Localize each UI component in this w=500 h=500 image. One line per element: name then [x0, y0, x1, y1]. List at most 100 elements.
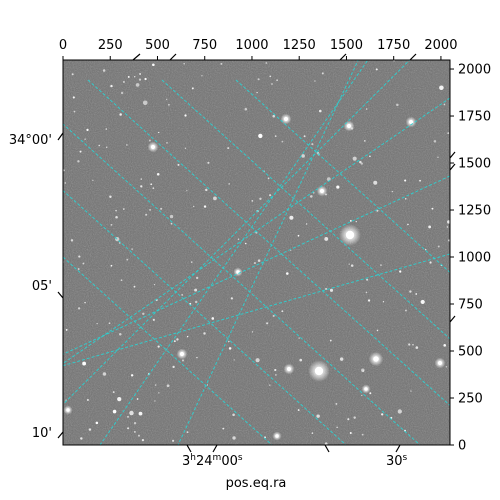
x-axis-title: pos.eq.ra: [226, 476, 287, 491]
star: [134, 431, 136, 433]
star: [297, 234, 300, 237]
star: [203, 332, 206, 335]
bright-star: [314, 366, 324, 376]
star: [281, 310, 284, 313]
star: [158, 131, 160, 134]
bright-star: [346, 123, 352, 129]
star: [130, 374, 134, 377]
sky-image: [63, 60, 450, 445]
star: [391, 191, 394, 193]
top-axis-tick-label: 2000: [424, 38, 457, 53]
star: [71, 73, 74, 76]
bright-star: [283, 116, 289, 122]
star: [184, 147, 187, 149]
star: [78, 255, 81, 258]
world-coordinate-tick: [212, 444, 218, 453]
right-axis-tick-label: 1500: [458, 157, 491, 172]
grid-line: [87, 79, 450, 407]
star: [311, 432, 314, 434]
star: [446, 226, 449, 228]
star: [437, 245, 440, 248]
star: [73, 110, 76, 113]
star-field: [63, 60, 450, 445]
star: [149, 208, 151, 211]
star: [119, 333, 122, 336]
star: [117, 397, 122, 402]
star: [275, 374, 277, 376]
star: [227, 147, 230, 150]
star: [140, 185, 143, 188]
star: [186, 190, 188, 192]
bright-star: [345, 230, 355, 240]
star: [267, 177, 270, 180]
grid-line: [99, 60, 369, 445]
grid-line: [63, 175, 450, 355]
star: [251, 331, 254, 333]
star: [447, 220, 450, 224]
star: [80, 437, 83, 440]
star: [88, 428, 92, 431]
star: [335, 402, 338, 405]
star: [228, 347, 232, 350]
star: [206, 384, 209, 386]
star: [154, 384, 157, 386]
star: [365, 291, 368, 294]
star: [123, 208, 125, 210]
top-axis-tick-label: 1500: [330, 38, 363, 53]
top-axis-tick-label: 1250: [283, 38, 316, 53]
star: [120, 279, 123, 282]
star: [211, 317, 215, 320]
star: [109, 195, 112, 199]
star: [201, 75, 203, 77]
star: [166, 142, 168, 144]
bright-star: [179, 351, 185, 357]
star: [228, 340, 230, 343]
star: [120, 91, 124, 95]
star: [298, 337, 300, 339]
star: [126, 144, 128, 146]
star: [313, 192, 315, 194]
dec-tick-label-3: 10': [32, 426, 52, 441]
world-coordinate-tick: [132, 53, 141, 61]
star: [150, 183, 153, 186]
star: [98, 144, 100, 147]
bright-star: [373, 356, 379, 362]
star: [373, 180, 378, 185]
star: [86, 399, 89, 401]
star: [156, 172, 160, 176]
star: [301, 154, 305, 158]
star: [196, 356, 198, 359]
star: [303, 135, 306, 138]
star: [443, 344, 447, 347]
dec-tick-label-2: 05': [32, 279, 52, 294]
star: [425, 249, 427, 251]
top-axis-tick-label: 500: [145, 38, 170, 53]
bright-star: [408, 119, 414, 125]
star: [190, 261, 193, 263]
star: [269, 75, 272, 78]
star: [177, 163, 180, 166]
star: [329, 339, 332, 342]
star: [79, 150, 82, 153]
star: [350, 264, 354, 267]
star: [172, 439, 175, 442]
star: [336, 426, 338, 428]
star: [95, 421, 99, 425]
star: [415, 293, 418, 295]
star: [77, 268, 80, 270]
star: [255, 358, 260, 363]
grid-line: [63, 189, 347, 445]
star: [115, 215, 118, 219]
star: [213, 196, 217, 201]
star: [166, 384, 170, 388]
star: [170, 222, 173, 225]
star: [106, 146, 108, 148]
star: [184, 114, 187, 117]
grid-line: [177, 60, 359, 445]
star: [336, 185, 340, 189]
bright-star: [150, 144, 156, 150]
right-axis-tick-label: 750: [458, 298, 483, 313]
star: [254, 262, 256, 264]
star: [349, 432, 352, 435]
